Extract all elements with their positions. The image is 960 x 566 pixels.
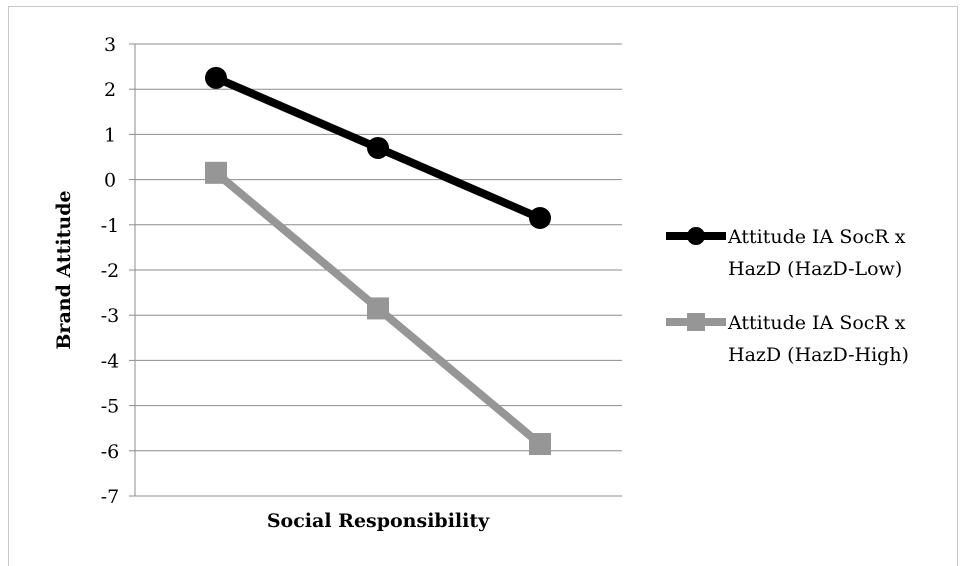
legend-label: Attitude IA SocR x HazD (HazD-High) <box>727 312 909 366</box>
y-tick-label: -1 <box>101 215 120 237</box>
y-tick-label: 1 <box>104 124 116 146</box>
y-tick-label: -4 <box>101 350 120 372</box>
data-point <box>205 161 227 184</box>
data-point <box>205 66 227 89</box>
y-tick-label: 2 <box>104 79 116 101</box>
y-tick-label: 0 <box>104 170 116 192</box>
gridlines <box>129 43 622 497</box>
legend-item-2: Attitude IA SocR x HazD (HazD-High) <box>666 312 909 366</box>
data-point <box>529 433 551 456</box>
y-tick-label: 3 <box>104 34 116 56</box>
legend-item-1: Attitude IA SocR x HazD (HazD-Low) <box>666 226 906 280</box>
y-tick-label: -7 <box>101 486 120 508</box>
data-point <box>367 297 389 320</box>
y-tick-label: -3 <box>101 305 120 327</box>
series-2 <box>205 161 551 456</box>
data-point <box>529 207 551 230</box>
y-tick-label: -2 <box>101 260 120 282</box>
legend-marker <box>687 313 705 331</box>
chart-frame <box>8 6 958 566</box>
y-axis-ticks: 3 2 1 0 -1 -2 -3 -4 -5 -6 -7 <box>101 34 120 508</box>
legend-marker <box>687 227 705 245</box>
series-1 <box>205 66 551 230</box>
y-tick-label: -5 <box>101 396 120 418</box>
data-point <box>367 136 389 159</box>
y-axis-title: Brand Attitude <box>53 190 75 349</box>
legend: Attitude IA SocR x HazD (HazD-Low) Attitud… <box>666 226 909 366</box>
y-tick-label: -6 <box>101 441 120 463</box>
series-layer <box>205 66 551 456</box>
legend-label: Attitude IA SocR x HazD (HazD-Low) <box>727 226 906 280</box>
x-axis-title: Social Responsibility <box>267 510 490 532</box>
